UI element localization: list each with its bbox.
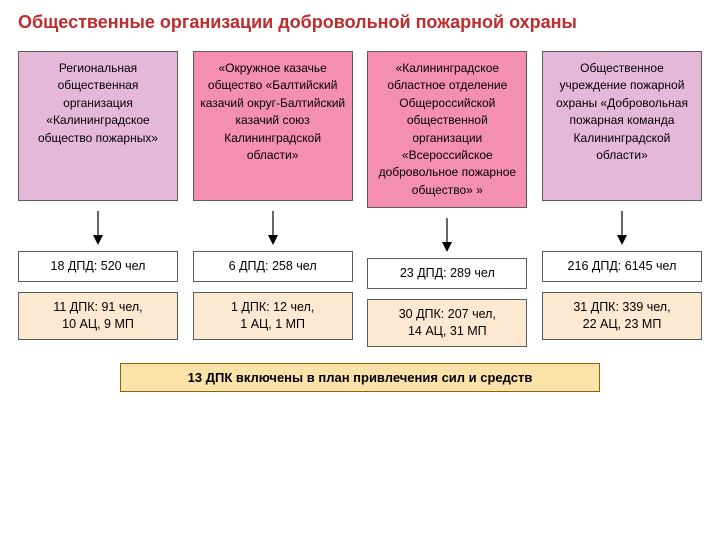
dpd-box-2: 23 ДПД: 289 чел — [367, 258, 527, 289]
arrow-0 — [91, 211, 105, 245]
page-title: Общественные организации добровольной по… — [18, 12, 702, 33]
dpk-box-1: 1 ДПК: 12 чел,1 АЦ, 1 МП — [193, 292, 353, 340]
org-box-2: «Калининградское областное отделение Общ… — [367, 51, 527, 208]
column-2: «Калининградское областное отделение Общ… — [367, 51, 527, 357]
column-1: «Окружное казачье общество «Балтийский к… — [193, 51, 353, 357]
arrow-1 — [266, 211, 280, 245]
column-3: Общественное учреждение пожарной охраны … — [542, 51, 702, 357]
arrow-2 — [440, 218, 454, 252]
org-box-1: «Окружное казачье общество «Балтийский к… — [193, 51, 353, 201]
org-box-3: Общественное учреждение пожарной охраны … — [542, 51, 702, 201]
dpd-box-1: 6 ДПД: 258 чел — [193, 251, 353, 282]
footer-note: 13 ДПК включены в план привлечения сил и… — [120, 363, 600, 392]
column-0: Региональная общественная организация «К… — [18, 51, 178, 357]
dpk-box-2: 30 ДПК: 207 чел,14 АЦ, 31 МП — [367, 299, 527, 347]
columns-container: Региональная общественная организация «К… — [18, 51, 702, 357]
dpd-box-0: 18 ДПД: 520 чел — [18, 251, 178, 282]
arrow-3 — [615, 211, 629, 245]
dpk-box-3: 31 ДПК: 339 чел,22 АЦ, 23 МП — [542, 292, 702, 340]
dpd-box-3: 216 ДПД: 6145 чел — [542, 251, 702, 282]
org-box-0: Региональная общественная организация «К… — [18, 51, 178, 201]
dpk-box-0: 11 ДПК: 91 чел,10 АЦ, 9 МП — [18, 292, 178, 340]
